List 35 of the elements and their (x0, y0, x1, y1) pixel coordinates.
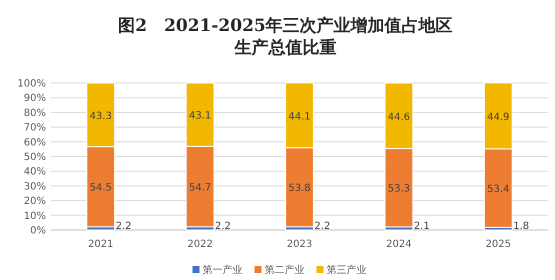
data-label: 44.9 (487, 112, 510, 123)
data-label: 54.5 (90, 182, 112, 194)
y-tick-label: 40% (24, 166, 46, 178)
x-tick-label: 2023 (286, 239, 312, 250)
data-label: 44.6 (388, 112, 410, 123)
data-label: 53.4 (487, 184, 510, 196)
legend-label: 第二产业 (264, 264, 304, 276)
x-tick-label: 2022 (187, 239, 213, 250)
y-tick-label: 100% (17, 78, 46, 90)
x-tick-label: 2021 (88, 239, 114, 250)
y-tick-label: 50% (24, 152, 46, 163)
data-label: 53.8 (288, 183, 311, 194)
data-label: 54.7 (188, 182, 212, 194)
legend-label: 第一产业 (202, 264, 242, 276)
data-label: 1.8 (513, 221, 530, 232)
y-tick-label: 30% (24, 181, 46, 192)
data-label: 44.1 (288, 111, 311, 122)
data-label: 2.2 (215, 221, 231, 232)
y-tick-label: 10% (24, 210, 46, 222)
y-tick-label: 60% (24, 137, 46, 148)
y-tick-label: 0% (30, 226, 46, 236)
data-label: 2.1 (414, 221, 430, 232)
x-tick-label: 2024 (386, 239, 412, 250)
x-tick-label: 2025 (486, 239, 512, 250)
data-label: 53.3 (388, 184, 410, 195)
data-label: 43.1 (188, 110, 212, 122)
data-label: 43.3 (90, 110, 112, 122)
data-label: 2.2 (314, 221, 330, 232)
chart-title: 图2 2021-2025年三次产业增加值占地区生产总值比重 (118, 16, 453, 58)
y-tick-label: 90% (24, 93, 46, 104)
data-label: 2.2 (116, 221, 132, 232)
y-tick-label: 80% (24, 108, 46, 119)
legend-label: 第三产业 (326, 264, 366, 276)
y-tick-label: 70% (24, 122, 46, 134)
y-tick-label: 20% (24, 196, 46, 208)
